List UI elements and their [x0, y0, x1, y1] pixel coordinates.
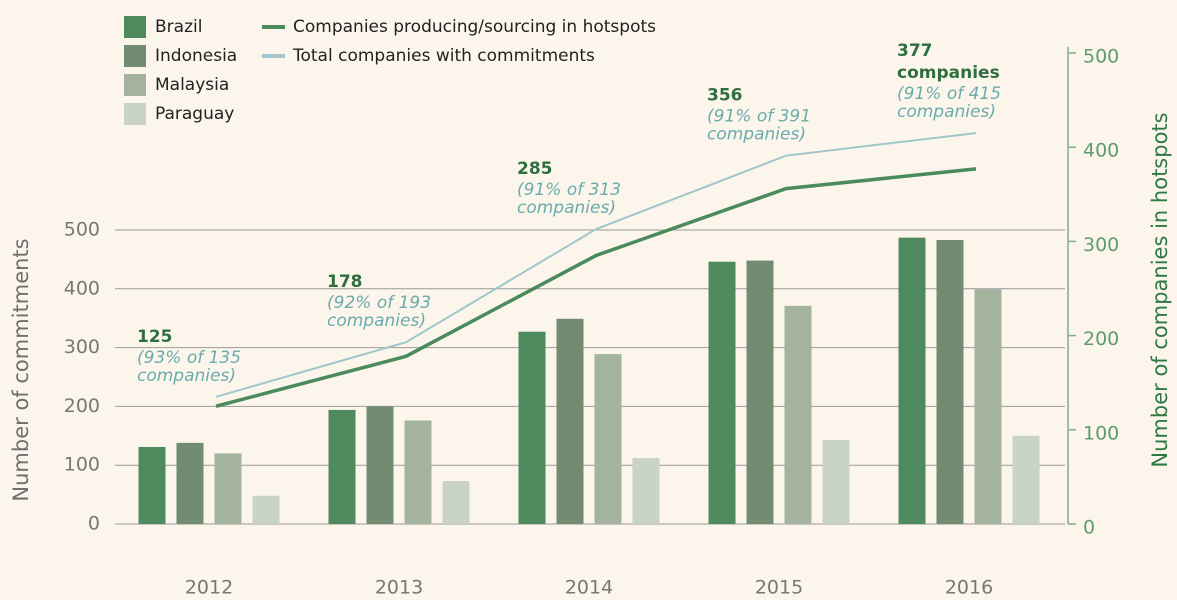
legend-label: Indonesia: [155, 46, 237, 66]
annotation: (91% of 313: [517, 180, 621, 200]
x-tick-label: 2014: [565, 577, 613, 599]
bar: [138, 446, 166, 524]
data-label: 178: [327, 272, 363, 292]
bar: [784, 305, 812, 524]
data-label: 285: [517, 159, 553, 179]
bar: [214, 453, 242, 524]
annotation: companies): [707, 125, 806, 145]
data-label: 356: [707, 86, 743, 106]
legend-swatch: [124, 74, 146, 96]
bar: [328, 409, 356, 524]
legend-swatch: [124, 45, 146, 67]
data-label-unit: companies: [897, 63, 1000, 83]
x-tick-label: 2016: [945, 577, 993, 599]
annotation: (91% of 415: [897, 84, 1001, 104]
legend-label: Companies producing/sourcing in hotspots: [293, 17, 656, 37]
y-tick-label: 400: [64, 277, 100, 299]
bar: [822, 439, 850, 524]
y2-axis-title: Number of companies in hotspots: [1148, 112, 1172, 467]
annotation: (91% of 391: [707, 107, 811, 127]
bar: [1012, 435, 1040, 524]
annotation: companies): [517, 198, 616, 218]
annotation: companies): [327, 311, 426, 331]
legend-label: Brazil: [155, 17, 202, 37]
legend-label: Total companies with commitments: [292, 46, 595, 66]
bar: [556, 318, 584, 524]
line-series: [215, 132, 977, 398]
bar: [936, 239, 964, 524]
bar: [974, 289, 1002, 524]
bar: [746, 260, 774, 524]
data-label: 125: [137, 327, 173, 347]
y-tick-label: 200: [64, 395, 100, 417]
y2-tick-label: 500: [1083, 46, 1119, 68]
bar: [252, 495, 280, 524]
y-axis-title: Number of commitments: [9, 238, 33, 501]
bar: [708, 261, 736, 524]
legend-swatch: [124, 16, 146, 38]
bar: [366, 406, 394, 524]
annotation: companies): [137, 366, 236, 386]
bar: [594, 354, 622, 524]
y-tick-label: 500: [64, 219, 100, 241]
annotation: companies): [897, 102, 996, 122]
x-tick-label: 2013: [375, 577, 423, 599]
y2-tick-label: 200: [1083, 328, 1119, 350]
x-tick-label: 2012: [185, 577, 233, 599]
legend-label: Paraguay: [155, 104, 234, 124]
y-tick-label: 100: [64, 454, 100, 476]
y2-tick-label: 300: [1083, 234, 1119, 256]
line-series: [215, 167, 977, 408]
y-tick-label: 300: [64, 336, 100, 358]
annotation: (92% of 193: [327, 293, 431, 313]
bar: [632, 458, 660, 524]
data-label: 377: [897, 41, 933, 61]
bar: [442, 481, 470, 524]
bar: [518, 331, 546, 524]
y2-tick-label: 400: [1083, 140, 1119, 162]
bar: [176, 442, 204, 524]
bar: [404, 420, 432, 524]
x-tick-label: 2015: [755, 577, 803, 599]
y2-tick-label: 100: [1083, 422, 1119, 444]
legend-label: Malaysia: [155, 75, 229, 95]
y2-tick-label: 0: [1083, 517, 1095, 539]
bar: [898, 237, 926, 525]
legend-swatch: [124, 103, 146, 125]
annotation: (93% of 135: [137, 348, 241, 368]
y-tick-label: 0: [88, 513, 100, 535]
